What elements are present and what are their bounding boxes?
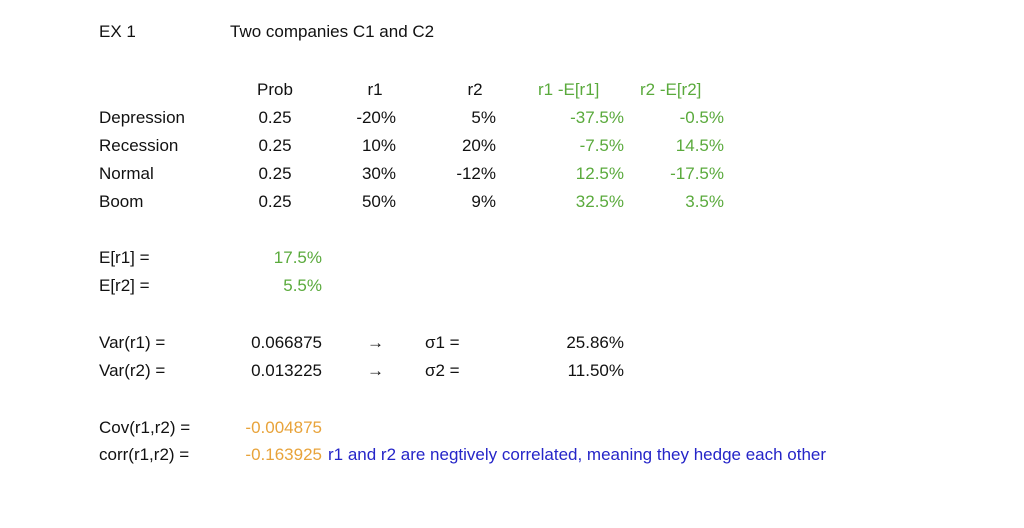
- cell-prob: 0.25: [258, 136, 292, 155]
- cell-dev2: -17.5%: [670, 164, 724, 183]
- correlation-label: corr(r1,r2) =: [99, 445, 190, 464]
- col-header-r1: r1: [367, 80, 383, 99]
- cell-dev1: 12.5%: [575, 164, 624, 183]
- exercise-title: Two companies C1 and C2: [230, 22, 435, 41]
- cell-dev2: 3.5%: [685, 192, 724, 211]
- cell-prob: 0.25: [258, 108, 292, 127]
- covariance-label: Cov(r1,r2) =: [99, 418, 191, 437]
- expectation-r2-label: E[r2] =: [99, 276, 150, 295]
- covariance-value: -0.004875: [245, 418, 322, 437]
- sigma1-value: 25.86%: [566, 333, 624, 352]
- expectation-r1-label: E[r1] =: [99, 248, 150, 267]
- sigma1-label: σ1 =: [425, 333, 460, 352]
- row-label-normal: Normal: [99, 164, 154, 183]
- col-header-r2: r2: [467, 80, 483, 99]
- arrow-icon: →: [367, 333, 384, 352]
- col-header-dev1: r1 -E[r1]: [538, 80, 600, 99]
- cell-dev1: -37.5%: [570, 108, 624, 127]
- row-label-boom: Boom: [99, 192, 144, 211]
- cell-r2: 9%: [471, 192, 496, 211]
- sigma2-value: 11.50%: [567, 361, 624, 380]
- cell-dev2: -0.5%: [679, 108, 724, 127]
- cell-prob: 0.25: [258, 192, 292, 211]
- cell-prob: 0.25: [258, 164, 292, 183]
- cell-r1: -20%: [356, 108, 396, 127]
- cell-dev1: 32.5%: [575, 192, 624, 211]
- cell-r1: 30%: [361, 164, 396, 183]
- cell-dev1: -7.5%: [579, 136, 624, 155]
- cell-r1: 10%: [361, 136, 396, 155]
- sigma2-label: σ2 =: [425, 361, 460, 380]
- variance-r2-value: 0.013225: [251, 361, 322, 380]
- exercise-label: EX 1: [99, 22, 136, 41]
- cell-dev2: 14.5%: [675, 136, 724, 155]
- variance-r2-label: Var(r2) =: [99, 361, 166, 380]
- cell-r2: 5%: [471, 108, 496, 127]
- row-label-depression: Depression: [99, 108, 185, 127]
- cell-r2: 20%: [461, 136, 496, 155]
- cell-r2: -12%: [456, 164, 496, 183]
- row-label-recession: Recession: [99, 136, 179, 155]
- expectation-r2-value: 5.5%: [283, 276, 322, 295]
- variance-r1-value: 0.066875: [251, 333, 322, 352]
- correlation-value: -0.163925: [245, 445, 322, 464]
- expectation-r1-value: 17.5%: [273, 248, 322, 267]
- col-header-prob: Prob: [257, 80, 293, 99]
- correlation-note: r1 and r2 are negtively correlated, mean…: [328, 445, 827, 464]
- variance-r1-label: Var(r1) =: [99, 333, 166, 352]
- arrow-icon: →: [367, 361, 384, 380]
- cell-r1: 50%: [361, 192, 396, 211]
- col-header-dev2: r2 -E[r2]: [640, 80, 702, 99]
